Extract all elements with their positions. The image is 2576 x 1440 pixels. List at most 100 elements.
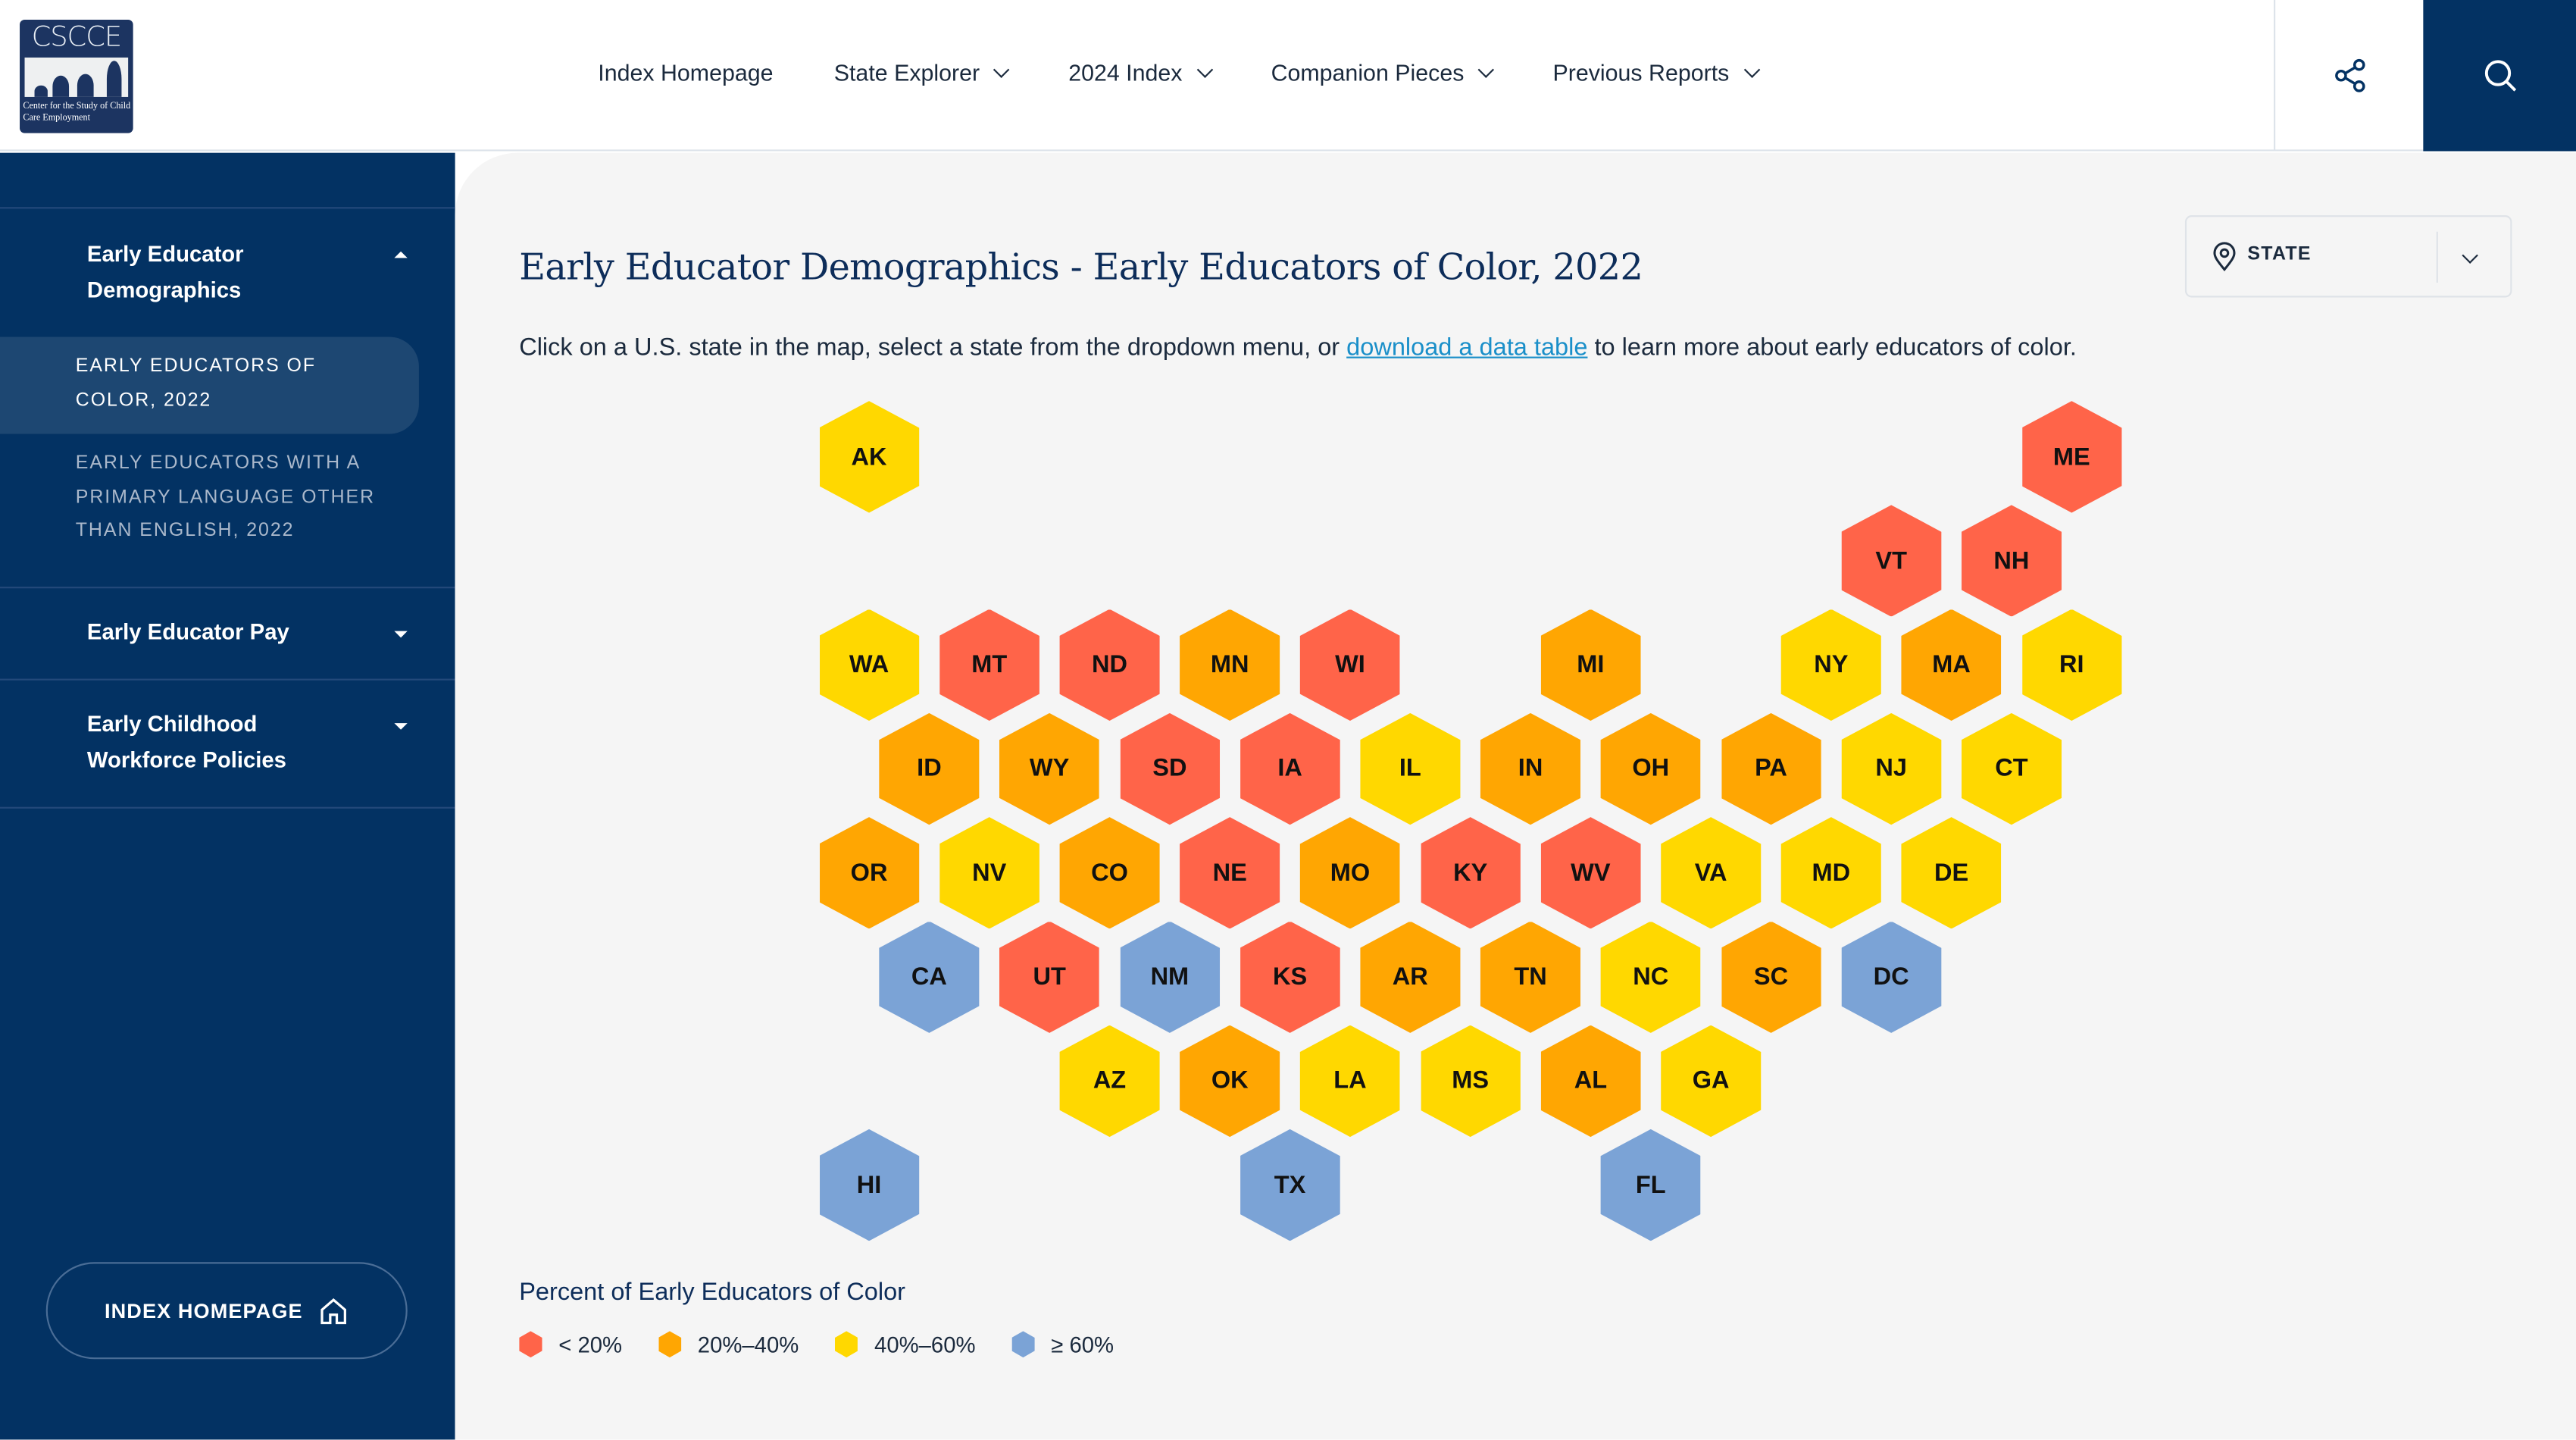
state-hex-il[interactable]: IL — [1360, 712, 1461, 825]
chevron-down-icon — [1196, 61, 1213, 77]
state-hex-va[interactable]: VA — [1660, 817, 1762, 929]
nav-previous-reports[interactable]: Previous Reports — [1552, 59, 1760, 86]
state-hex-pa[interactable]: PA — [1721, 712, 1821, 825]
state-hex-ky[interactable]: KY — [1420, 817, 1521, 929]
legend-swatch-hex-icon — [1011, 1331, 1035, 1358]
location-pin-icon — [2213, 242, 2236, 271]
state-hex-ct[interactable]: CT — [1961, 712, 2062, 825]
share-button[interactable] — [2274, 0, 2424, 152]
divider — [2436, 231, 2438, 283]
state-hex-in[interactable]: IN — [1480, 712, 1581, 825]
state-hex-ak[interactable]: AK — [818, 401, 920, 513]
top-header: CSCCE Center for the Study of Child Care… — [0, 0, 2576, 152]
state-hex-ia[interactable]: IA — [1240, 712, 1340, 825]
nav-label: Index Homepage — [598, 59, 774, 86]
state-hex-hi[interactable]: HI — [818, 1129, 920, 1241]
chevron-down-icon — [2462, 247, 2478, 264]
state-hex-md[interactable]: MD — [1780, 817, 1881, 929]
nav-companion-pieces[interactable]: Companion Pieces — [1271, 59, 1495, 86]
state-hex-dc[interactable]: DC — [1841, 921, 1942, 1033]
legend-item: 20%–40% — [658, 1331, 799, 1358]
chevron-down-icon — [1743, 61, 1760, 77]
state-hex-al[interactable]: AL — [1540, 1025, 1641, 1138]
state-hex-nm[interactable]: NM — [1119, 921, 1221, 1033]
sidebar-section-policies[interactable]: Early Childhood Workforce Policies — [86, 711, 286, 773]
state-hex-oh[interactable]: OH — [1600, 712, 1701, 825]
state-hex-wi[interactable]: WI — [1299, 609, 1401, 722]
state-hex-sd[interactable]: SD — [1119, 712, 1221, 825]
caret-down-icon[interactable] — [394, 631, 408, 638]
state-hex-nh[interactable]: NH — [1961, 505, 2062, 617]
legend-swatch-hex-icon — [835, 1331, 858, 1358]
state-hex-me[interactable]: ME — [2021, 401, 2122, 513]
sidebar: Early Educator Demographics EARLY EDUCAT… — [0, 152, 455, 1440]
sidebar-item-educators-of-color[interactable]: EARLY EDUCATORS OF COLOR, 2022 — [75, 356, 317, 411]
caret-up-icon[interactable] — [394, 251, 408, 258]
divider — [0, 678, 455, 681]
desc-text: Click on a U.S. state in the map, select… — [519, 333, 1347, 362]
state-hex-ri[interactable]: RI — [2021, 609, 2122, 722]
divider — [0, 207, 455, 209]
nav-label: Companion Pieces — [1271, 59, 1465, 86]
nav-2024-index[interactable]: 2024 Index — [1068, 59, 1213, 86]
state-hex-ms[interactable]: MS — [1420, 1025, 1521, 1138]
state-hex-fl[interactable]: FL — [1600, 1129, 1701, 1241]
state-hex-nj[interactable]: NJ — [1841, 712, 1942, 825]
divider — [0, 587, 455, 589]
state-hex-nv[interactable]: NV — [939, 817, 1039, 929]
main-panel: Early Educator Demographics - Early Educ… — [455, 152, 2576, 1440]
sidebar-section-demographics[interactable]: Early Educator Demographics — [86, 241, 244, 302]
main-nav: Index Homepage State Explorer 2024 Index… — [598, 59, 1818, 86]
download-data-link[interactable]: download a data table — [1346, 333, 1588, 362]
state-hex-wv[interactable]: WV — [1540, 817, 1641, 929]
state-hex-ga[interactable]: GA — [1660, 1025, 1762, 1138]
sidebar-section-pay[interactable]: Early Educator Pay — [86, 619, 289, 645]
state-hex-wa[interactable]: WA — [818, 609, 920, 722]
legend-title: Percent of Early Educators of Color — [519, 1278, 906, 1307]
home-icon — [321, 1297, 347, 1324]
state-hex-vt[interactable]: VT — [1841, 505, 1942, 617]
state-hex-tx[interactable]: TX — [1240, 1129, 1340, 1241]
state-hex-nd[interactable]: ND — [1059, 609, 1160, 722]
search-button[interactable] — [2423, 0, 2576, 152]
state-hex-tn[interactable]: TN — [1480, 921, 1581, 1033]
nav-label: Previous Reports — [1552, 59, 1730, 86]
nav-index-homepage[interactable]: Index Homepage — [598, 59, 773, 86]
state-hex-ar[interactable]: AR — [1360, 921, 1461, 1033]
state-hex-mt[interactable]: MT — [939, 609, 1039, 722]
index-homepage-button[interactable]: INDEX HOMEPAGE — [45, 1262, 408, 1360]
state-hex-id[interactable]: ID — [879, 712, 980, 825]
state-hex-co[interactable]: CO — [1059, 817, 1160, 929]
state-hex-mi[interactable]: MI — [1540, 609, 1641, 722]
state-hex-mn[interactable]: MN — [1180, 609, 1280, 722]
state-hex-ok[interactable]: OK — [1180, 1025, 1280, 1138]
state-hex-de[interactable]: DE — [1901, 817, 2002, 929]
state-hex-nc[interactable]: NC — [1600, 921, 1701, 1033]
chevron-down-icon — [993, 61, 1011, 77]
logo-name: Center for the Study of Child Care Emplo… — [23, 102, 131, 123]
state-hex-mo[interactable]: MO — [1299, 817, 1401, 929]
state-hex-ny[interactable]: NY — [1780, 609, 1881, 722]
caret-down-icon[interactable] — [394, 723, 408, 730]
sidebar-item-primary-language[interactable]: EARLY EDUCATORS WITH A PRIMARY LANGUAGE … — [75, 453, 376, 541]
dropdown-label: STATE — [2247, 245, 2312, 265]
state-hex-wy[interactable]: WY — [999, 712, 1100, 825]
legend-item: ≥ 60% — [1011, 1331, 1114, 1358]
legend-label: ≥ 60% — [1051, 1332, 1114, 1357]
nav-label: 2024 Index — [1068, 59, 1183, 86]
state-hex-ma[interactable]: MA — [1901, 609, 2002, 722]
state-hex-or[interactable]: OR — [818, 817, 920, 929]
state-hex-az[interactable]: AZ — [1059, 1025, 1160, 1138]
cscce-logo[interactable]: CSCCE Center for the Study of Child Care… — [20, 20, 133, 133]
state-hex-ca[interactable]: CA — [879, 921, 980, 1033]
nav-label: State Explorer — [833, 59, 980, 86]
state-hex-ut[interactable]: UT — [999, 921, 1100, 1033]
legend-label: < 20% — [558, 1332, 623, 1357]
state-hex-ne[interactable]: NE — [1180, 817, 1280, 929]
state-hex-ks[interactable]: KS — [1240, 921, 1340, 1033]
page-description: Click on a U.S. state in the map, select… — [519, 333, 2077, 362]
state-dropdown[interactable]: STATE — [2184, 215, 2512, 298]
state-hex-la[interactable]: LA — [1299, 1025, 1401, 1138]
nav-state-explorer[interactable]: State Explorer — [833, 59, 1011, 86]
state-hex-sc[interactable]: SC — [1721, 921, 1821, 1033]
